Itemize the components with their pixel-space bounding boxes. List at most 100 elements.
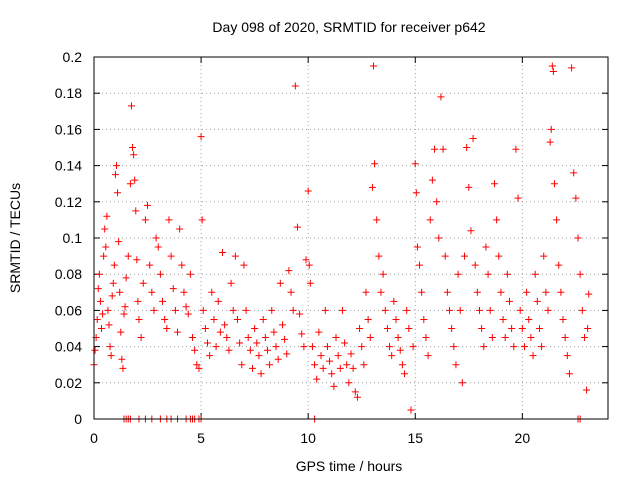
data-point — [452, 361, 460, 369]
data-point — [565, 370, 573, 378]
data-point — [274, 355, 282, 363]
data-point — [435, 234, 443, 242]
data-point — [132, 207, 140, 215]
data-point — [110, 261, 118, 269]
data-points — [90, 62, 593, 423]
data-point — [131, 176, 139, 184]
data-point — [184, 310, 192, 318]
data-point — [150, 306, 158, 314]
data-point — [396, 346, 404, 354]
data-point — [467, 227, 475, 235]
data-point — [392, 315, 400, 323]
data-point — [313, 375, 321, 383]
data-point — [91, 346, 99, 354]
data-point — [296, 310, 304, 318]
y-tick-label: 0.18 — [55, 85, 82, 101]
data-point — [486, 306, 494, 314]
data-point — [225, 346, 233, 354]
data-point — [141, 216, 149, 224]
data-point — [257, 370, 265, 378]
data-point — [174, 328, 182, 336]
data-point — [371, 160, 379, 168]
y-tick-label: 0.06 — [55, 302, 82, 318]
data-point — [497, 288, 505, 296]
data-point — [546, 138, 554, 146]
data-point — [319, 364, 327, 372]
data-point — [349, 364, 357, 372]
data-point — [338, 306, 346, 314]
data-point — [353, 393, 361, 401]
data-point — [422, 334, 430, 342]
data-point — [189, 334, 197, 342]
data-point — [390, 297, 398, 305]
data-point — [122, 274, 130, 282]
data-point — [334, 352, 342, 360]
data-point — [544, 306, 552, 314]
data-point — [401, 370, 409, 378]
data-point — [308, 343, 316, 351]
data-point — [270, 328, 278, 336]
data-point — [388, 352, 396, 360]
data-point — [548, 62, 556, 70]
data-point — [198, 216, 206, 224]
data-point — [458, 379, 466, 387]
data-point — [135, 315, 143, 323]
data-point — [557, 288, 565, 296]
data-point — [221, 321, 229, 329]
data-point — [178, 261, 186, 269]
data-point — [584, 325, 592, 332]
data-point — [278, 321, 286, 329]
data-point — [263, 346, 271, 354]
data-point — [469, 134, 477, 142]
x-tick-label: 10 — [300, 430, 316, 446]
data-point — [424, 352, 432, 360]
data-point — [206, 352, 214, 360]
data-point — [480, 343, 488, 351]
data-point — [375, 252, 383, 260]
data-point — [326, 357, 334, 365]
data-point — [550, 180, 558, 188]
data-point — [114, 189, 122, 197]
data-point — [559, 315, 567, 323]
data-point — [527, 334, 535, 342]
data-point — [366, 334, 374, 342]
data-point — [171, 306, 179, 314]
data-point — [535, 325, 543, 332]
data-point — [328, 370, 336, 378]
y-tick-label: 0.2 — [63, 49, 83, 65]
x-tick-label: 5 — [197, 430, 205, 446]
data-point — [463, 144, 471, 151]
y-tick-label: 0.04 — [55, 339, 82, 355]
data-point — [412, 189, 420, 197]
data-point — [538, 343, 546, 351]
data-point — [106, 343, 114, 351]
data-point — [240, 261, 248, 269]
data-point — [465, 183, 473, 191]
data-point — [426, 216, 434, 224]
data-point — [360, 361, 368, 369]
grid — [94, 57, 608, 419]
data-point — [311, 361, 319, 369]
data-point — [298, 330, 306, 338]
data-point — [193, 361, 201, 369]
data-point — [129, 144, 137, 151]
data-point — [413, 243, 421, 251]
data-point — [321, 306, 329, 314]
y-tick-label: 0.16 — [55, 121, 82, 137]
data-point — [223, 334, 231, 342]
data-point — [454, 270, 462, 278]
data-point — [287, 288, 295, 296]
data-point — [272, 343, 280, 351]
data-point — [94, 285, 102, 293]
data-point — [97, 325, 105, 332]
data-point — [341, 339, 349, 347]
data-point — [553, 216, 561, 224]
data-point — [302, 256, 310, 264]
data-point — [531, 270, 539, 278]
data-point — [139, 279, 147, 287]
data-point — [358, 343, 366, 351]
data-point — [238, 361, 246, 369]
data-point — [134, 297, 142, 305]
data-point — [148, 288, 156, 296]
data-point — [495, 252, 503, 260]
